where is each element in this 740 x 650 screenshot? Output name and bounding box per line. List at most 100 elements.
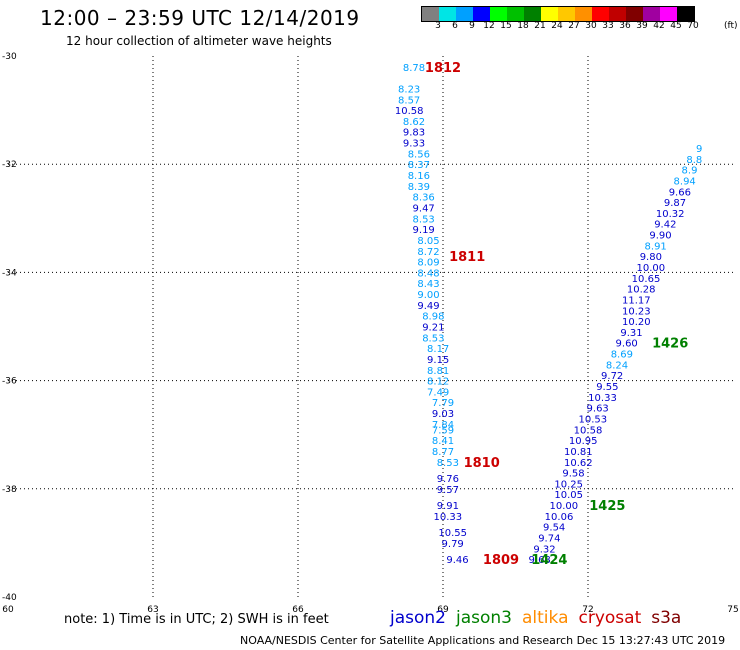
y-tick-label: -36 <box>2 377 17 387</box>
wave-height-value: 8.12 <box>427 377 449 388</box>
color-scale-swatch <box>524 7 541 21</box>
time-label: 1424 <box>531 553 567 568</box>
wave-height-value: 9.80 <box>640 252 662 263</box>
wave-height-value: 10.28 <box>627 285 656 296</box>
wave-height-value: 8.56 <box>408 149 430 160</box>
time-label: 1426 <box>652 337 688 352</box>
wave-height-value: 7.79 <box>432 398 454 409</box>
color-scale-swatch <box>558 7 575 21</box>
wave-height-value: 8.98 <box>422 312 444 323</box>
color-scale-label: 45 <box>670 21 682 31</box>
wave-height-value: 8.37 <box>408 160 430 171</box>
chart-subtitle: 12 hour collection of altimeter wave hei… <box>66 34 332 48</box>
wave-height-value: 9.76 <box>437 474 459 485</box>
wave-height-value: 8.23 <box>398 84 420 95</box>
wave-height-value: 10.81 <box>564 447 593 458</box>
color-scale-label: 33 <box>602 21 614 31</box>
wave-height-value: 8.16 <box>408 171 430 182</box>
wave-height-value: 8.78 <box>403 63 425 74</box>
satellite-legend: jason2 jason3 altika cryosat s3a <box>390 608 691 628</box>
color-scale-swatch <box>456 7 473 21</box>
color-scale-swatch <box>422 7 439 21</box>
color-scale-swatch <box>609 7 626 21</box>
x-tick-label: 66 <box>292 605 304 615</box>
color-scale-label: 9 <box>469 21 475 31</box>
wave-height-value: 9.31 <box>620 328 642 339</box>
wave-height-value: 8.62 <box>403 117 425 128</box>
color-scale-swatch <box>541 7 558 21</box>
wave-height-value: 8.69 <box>611 350 633 361</box>
wave-height-value: 9.58 <box>562 469 584 480</box>
color-scale-swatch <box>643 7 660 21</box>
color-scale-label: 3 <box>435 21 441 31</box>
chart-title: 12:00 – 23:59 UTC 12/14/2019 <box>40 6 360 30</box>
color-scale-swatch <box>626 7 643 21</box>
time-label: 1811 <box>449 250 485 265</box>
legend-entry: s3a <box>651 608 682 628</box>
wave-height-value: 8.17 <box>427 344 449 355</box>
wave-height-value: 9.60 <box>616 339 638 350</box>
y-tick-label: -38 <box>2 485 17 495</box>
wave-height-value: 10.65 <box>632 274 661 285</box>
wave-height-value: 9.47 <box>413 203 435 214</box>
wave-height-value: 8.36 <box>413 193 435 204</box>
wave-height-value: 8.53 <box>413 214 435 225</box>
wave-height-value: 9.32 <box>533 544 555 555</box>
wave-height-value: 8.48 <box>417 268 439 279</box>
x-tick-label: 72 <box>582 605 593 615</box>
color-scale-swatch <box>677 7 694 21</box>
color-scale-label: 18 <box>517 21 529 31</box>
wave-height-value: 9.15 <box>427 355 449 366</box>
color-scale-unit: (ft) <box>724 21 738 31</box>
wave-height-value: 9.57 <box>437 485 459 496</box>
y-tick-label: -40 <box>2 593 17 603</box>
wave-height-value: 8.53 <box>437 458 459 469</box>
wave-height-value: 9.46 <box>446 555 468 566</box>
wave-height-value: 9.00 <box>417 290 439 301</box>
wave-height-value: 8.94 <box>674 176 696 187</box>
time-label: 1810 <box>464 456 500 471</box>
wave-height-value: 11.17 <box>622 295 651 306</box>
wave-height-value: 9.87 <box>664 198 686 209</box>
wave-height-value: 10.53 <box>579 414 608 425</box>
wave-height-value: 9.33 <box>403 139 425 150</box>
wave-height-value: 9.79 <box>442 539 464 550</box>
color-scale-label: 39 <box>636 21 648 31</box>
wave-height-value: 10.23 <box>622 306 651 317</box>
wave-height-value: 8.8 <box>686 155 702 166</box>
wave-height-value: 9.19 <box>413 225 435 236</box>
wave-height-value: 10.58 <box>574 425 603 436</box>
color-scale-label: 15 <box>500 21 512 31</box>
color-scale-label: 42 <box>653 21 665 31</box>
color-scale-swatch <box>439 7 456 21</box>
wave-height-value: 8.39 <box>408 182 430 193</box>
color-scale-swatch <box>592 7 609 21</box>
time-label: 1425 <box>589 499 625 514</box>
wave-height-value: 9.83 <box>403 128 425 139</box>
wave-height-value: 10.32 <box>656 209 685 220</box>
wave-height-value: 8.91 <box>645 241 667 252</box>
wave-height-value: 9.55 <box>596 382 618 393</box>
wave-height-value: 10.00 <box>550 501 579 512</box>
wave-height-value: 8.41 <box>432 436 454 447</box>
wave-height-value: 10.62 <box>564 458 593 469</box>
wave-height-value: 9.54 <box>543 523 565 534</box>
color-scale-label: 70 <box>687 21 699 31</box>
wave-height-value: 9.68 <box>529 555 551 566</box>
color-scale-label: 6 <box>452 21 458 31</box>
x-tick-label: 60 <box>2 605 14 615</box>
wave-height-value: 10.33 <box>434 512 463 523</box>
color-scale-label: 36 <box>619 21 631 31</box>
wave-height-value: 10.06 <box>545 512 574 523</box>
color-scale-bar <box>421 6 695 22</box>
color-scale-label: 30 <box>585 21 597 31</box>
credit-line: NOAA/NESDIS Center for Satellite Applica… <box>240 634 726 647</box>
y-tick-label: -32 <box>2 160 17 170</box>
x-tick-label: 63 <box>147 605 158 615</box>
wave-height-value: 10.25 <box>554 479 583 490</box>
wave-height-value: 8.24 <box>606 360 628 371</box>
wave-height-value: 10.33 <box>588 393 617 404</box>
wave-height-value: 9.21 <box>422 323 444 334</box>
wave-height-value: 9.72 <box>601 371 623 382</box>
